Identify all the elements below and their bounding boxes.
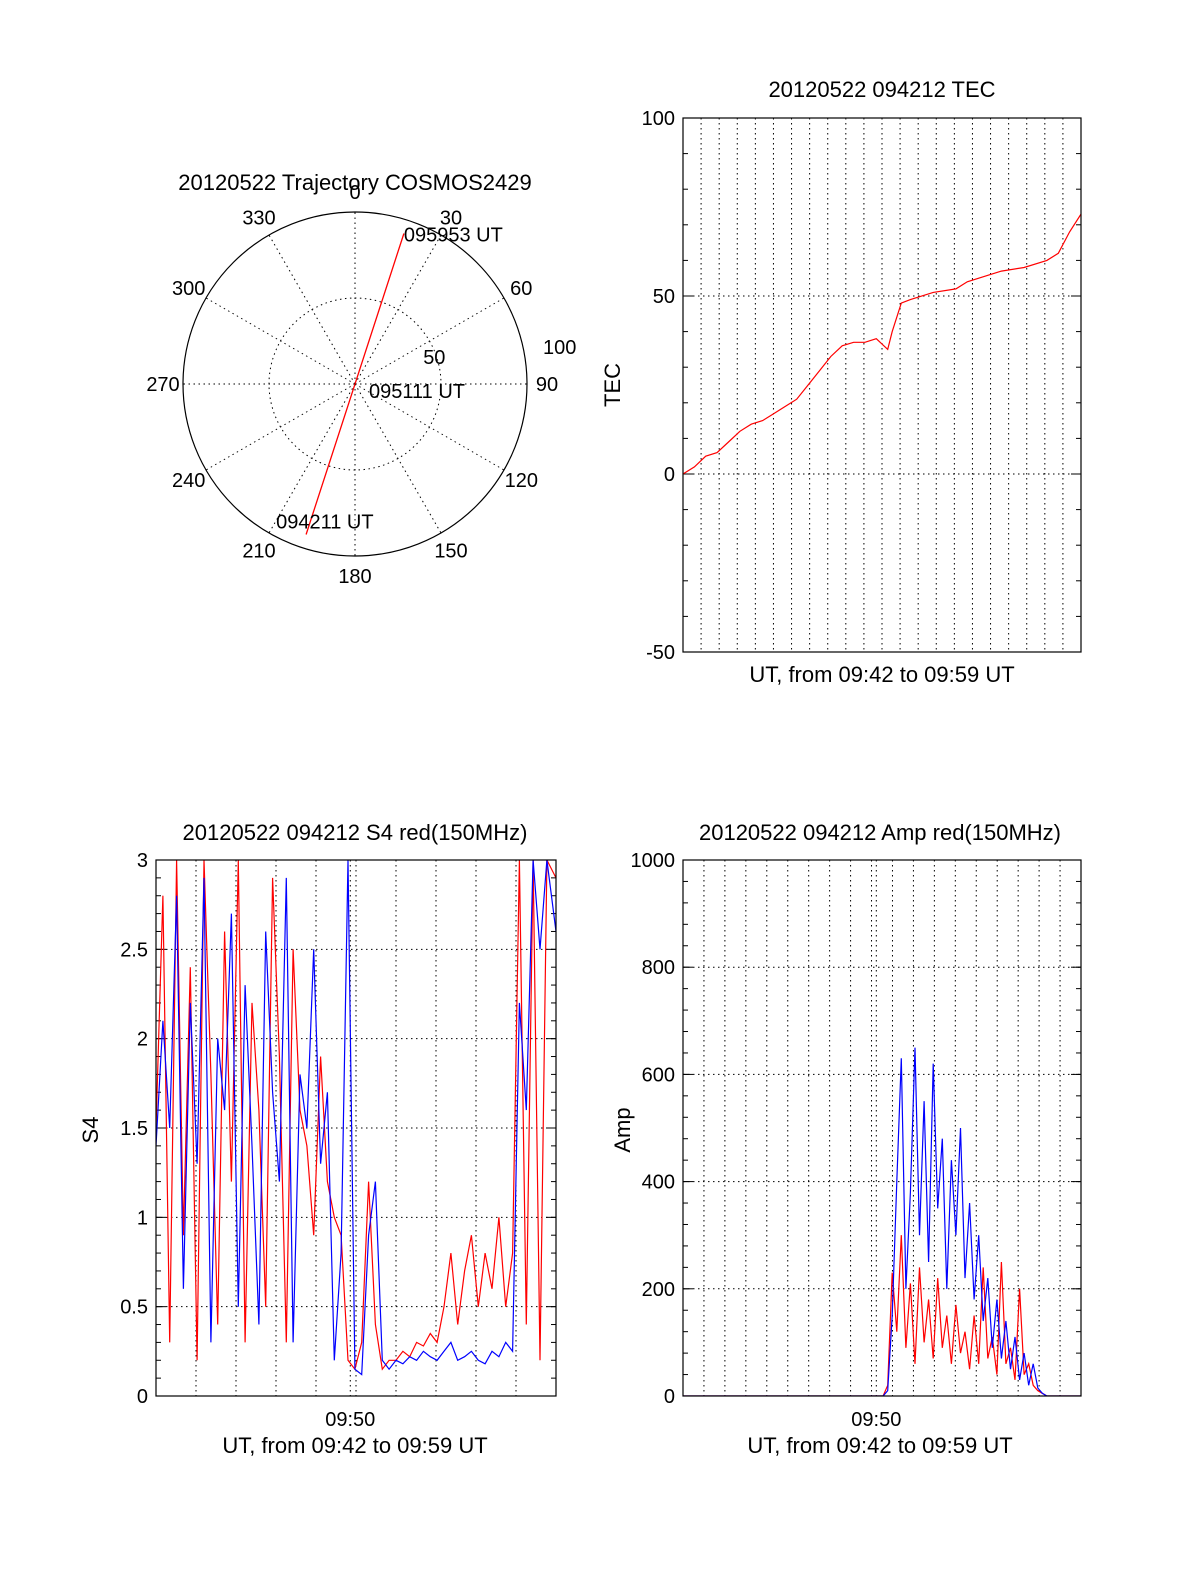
amp-xtick-label: 09:50 bbox=[851, 1409, 901, 1431]
polar-azimuth-label: 270 bbox=[146, 374, 179, 396]
polar-spoke bbox=[354, 234, 442, 385]
amp-axes-frame bbox=[682, 859, 1082, 1397]
polar-azimuth-labels: 0 30 60 90 120 150 180 210 240 270 300 330 50 100 bbox=[146, 182, 576, 588]
tec-ytick-label: -50 bbox=[646, 642, 675, 664]
trajectory-polar-chart: 20120522 Trajectory COSMOS2429 0 30 60 90 12… bbox=[146, 170, 576, 588]
trajectory-series bbox=[305, 233, 405, 535]
amp-ytick-label: 400 bbox=[642, 1172, 675, 1194]
amp-y-axis-label: Amp bbox=[610, 1107, 635, 1152]
s4-ytick-label: 2 bbox=[137, 1029, 148, 1051]
polar-azimuth-label: 120 bbox=[505, 470, 538, 492]
polar-azimuth-label: 60 bbox=[510, 278, 532, 300]
polar-radial-label: 50 bbox=[423, 347, 445, 369]
s4-ytick-label: 2.5 bbox=[120, 939, 148, 961]
amp-ytick-label: 200 bbox=[642, 1279, 675, 1301]
polar-spoke bbox=[205, 297, 356, 385]
tec-axes-frame bbox=[682, 117, 1082, 653]
s4-ytick-label: 0 bbox=[137, 1386, 148, 1408]
trajectory-time-label: 094211 UT bbox=[276, 511, 373, 533]
polar-radial-label: 100 bbox=[543, 337, 576, 359]
polar-azimuth-label: 90 bbox=[536, 374, 558, 396]
amp-ytick-label: 0 bbox=[664, 1386, 675, 1408]
amp-plot-area: 1000 800 600 400 200 0 09:50 bbox=[631, 850, 1082, 1431]
s4-chart-title: 20120522 094212 S4 red(150MHz) bbox=[183, 820, 528, 845]
trajectory-chart-title: 20120522 Trajectory COSMOS2429 bbox=[178, 170, 531, 195]
tec-ytick-label: 0 bbox=[664, 464, 675, 486]
s4-axes-frame bbox=[155, 859, 557, 1397]
tec-chart: 20120522 094212 TEC UT, from 09:42 to 09… bbox=[600, 77, 1015, 687]
amp-ytick-label: 1000 bbox=[631, 850, 676, 872]
amp-chart: 20120522 094212 Amp red(150MHz) UT, from… bbox=[610, 820, 1061, 1458]
amp-ytick-label: 600 bbox=[642, 1064, 675, 1086]
amp-series-2 bbox=[683, 1047, 1081, 1396]
trajectory-line bbox=[305, 233, 405, 535]
s4-chart: 20120522 094212 S4 red(150MHz) UT, from … bbox=[78, 820, 527, 1458]
s4-ytick-label: 1.5 bbox=[120, 1118, 148, 1140]
polar-azimuth-label: 0 bbox=[349, 182, 360, 204]
trajectory-annotations: 095953 UT 095111 UT 094211 UT bbox=[276, 225, 503, 534]
polar-azimuth-label: 30 bbox=[440, 208, 462, 230]
polar-outer-circle bbox=[182, 211, 528, 557]
tec-ytick-label: 50 bbox=[653, 286, 675, 308]
tec-x-axis-label: UT, from 09:42 to 09:59 UT bbox=[749, 662, 1014, 687]
polar-azimuth-label: 180 bbox=[338, 566, 371, 588]
polar-spoke bbox=[354, 383, 505, 471]
polar-azimuth-label: 210 bbox=[242, 540, 275, 562]
s4-x-axis-label: UT, from 09:42 to 09:59 UT bbox=[222, 1433, 487, 1458]
polar-spoke bbox=[268, 234, 356, 385]
s4-plot-area: 3 2.5 2 1.5 1 0.5 0 09:50 bbox=[120, 850, 557, 1431]
polar-azimuth-label: 150 bbox=[434, 540, 467, 562]
trajectory-time-label: 095111 UT bbox=[369, 381, 465, 403]
s4-ytick-label: 1 bbox=[137, 1207, 148, 1229]
tec-plot-area: 100 50 0 -50 bbox=[642, 108, 1082, 664]
amp-series-1 bbox=[683, 1235, 1081, 1396]
polar-spoke bbox=[205, 383, 356, 471]
polar-grid bbox=[182, 211, 528, 557]
tec-series-1 bbox=[683, 213, 1081, 475]
s4-ytick-label: 0.5 bbox=[120, 1297, 148, 1319]
s4-y-axis-label: S4 bbox=[78, 1117, 103, 1144]
amp-ytick-label: 800 bbox=[642, 957, 675, 979]
s4-xtick-label: 09:50 bbox=[325, 1409, 375, 1431]
trajectory-time-label: 095953 UT bbox=[404, 225, 503, 247]
tec-ytick-label: 100 bbox=[642, 108, 675, 130]
polar-azimuth-label: 300 bbox=[172, 278, 205, 300]
amp-x-axis-label: UT, from 09:42 to 09:59 UT bbox=[747, 1433, 1012, 1458]
amp-chart-title: 20120522 094212 Amp red(150MHz) bbox=[699, 820, 1061, 845]
tec-y-axis-label: TEC bbox=[600, 363, 625, 407]
polar-azimuth-label: 240 bbox=[172, 470, 205, 492]
polar-azimuth-label: 330 bbox=[242, 208, 275, 230]
s4-ytick-label: 3 bbox=[137, 850, 148, 872]
polar-spoke bbox=[354, 297, 505, 385]
tec-chart-title: 20120522 094212 TEC bbox=[768, 77, 995, 102]
s4-series-2 bbox=[156, 860, 556, 1376]
polar-spoke bbox=[354, 383, 442, 534]
polar-spoke bbox=[268, 383, 356, 534]
